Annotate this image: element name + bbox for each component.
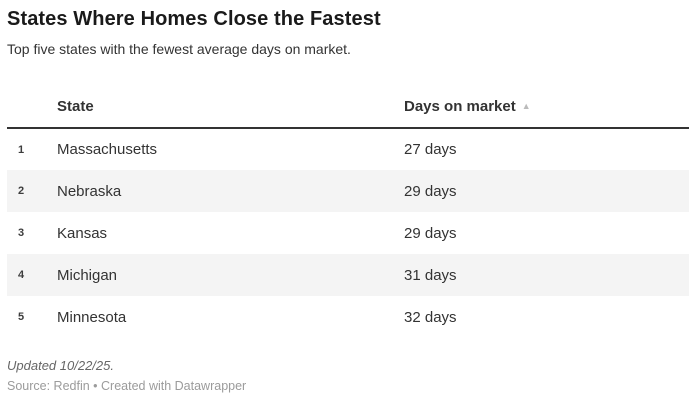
- row-days: 29 days: [404, 224, 457, 242]
- column-header-days-label: Days on market: [404, 98, 516, 115]
- row-state: Minnesota: [57, 308, 127, 326]
- row-state: Massachusetts: [57, 141, 158, 158]
- table-header: State Days on market ▲: [7, 58, 689, 129]
- table-body: 1 Massachusetts 27 days 2 Nebraska 29 da…: [7, 128, 689, 338]
- row-days: 32 days: [404, 308, 457, 326]
- footer: Updated 10/22/25. Source: Redfin • Creat…: [7, 358, 689, 394]
- row-rank: 1: [18, 143, 25, 156]
- updated-note: Updated 10/22/25.: [7, 358, 114, 373]
- row-state: Michigan: [57, 266, 118, 284]
- row-days: 29 days: [404, 182, 457, 200]
- row-days: 27 days: [404, 141, 457, 158]
- table-header-row: State Days on market ▲: [7, 58, 689, 129]
- data-table: State Days on market ▲ 1 Massachusetts 27…: [7, 58, 689, 338]
- table-row: 1 Massachusetts 27 days: [7, 128, 689, 170]
- row-rank: 5: [18, 311, 25, 323]
- row-rank: 4: [18, 269, 25, 281]
- row-rank: 2: [18, 185, 25, 197]
- table-row: 3 Kansas 29 days: [7, 212, 689, 254]
- table-row: 5 Minnesota 32 days: [7, 296, 689, 338]
- table-row: 4 Michigan 31 days: [7, 254, 689, 296]
- column-header-days[interactable]: Days on market ▲: [397, 58, 689, 129]
- source-attribution: Source: Redfin • Created with Datawrappe…: [7, 379, 247, 393]
- sort-ascending-icon: ▲: [521, 101, 531, 111]
- column-header-rank: [7, 58, 50, 129]
- row-state: Kansas: [57, 224, 108, 242]
- page-title: States Where Homes Close the Fastest: [7, 8, 381, 30]
- column-header-state[interactable]: State: [50, 58, 397, 129]
- page-subtitle: Top five states with the fewest average …: [7, 41, 351, 57]
- table-row: 2 Nebraska 29 days: [7, 170, 689, 212]
- row-state: Nebraska: [57, 182, 122, 200]
- row-rank: 3: [18, 227, 25, 239]
- column-header-state-label: State: [57, 98, 94, 115]
- row-days: 31 days: [404, 266, 457, 284]
